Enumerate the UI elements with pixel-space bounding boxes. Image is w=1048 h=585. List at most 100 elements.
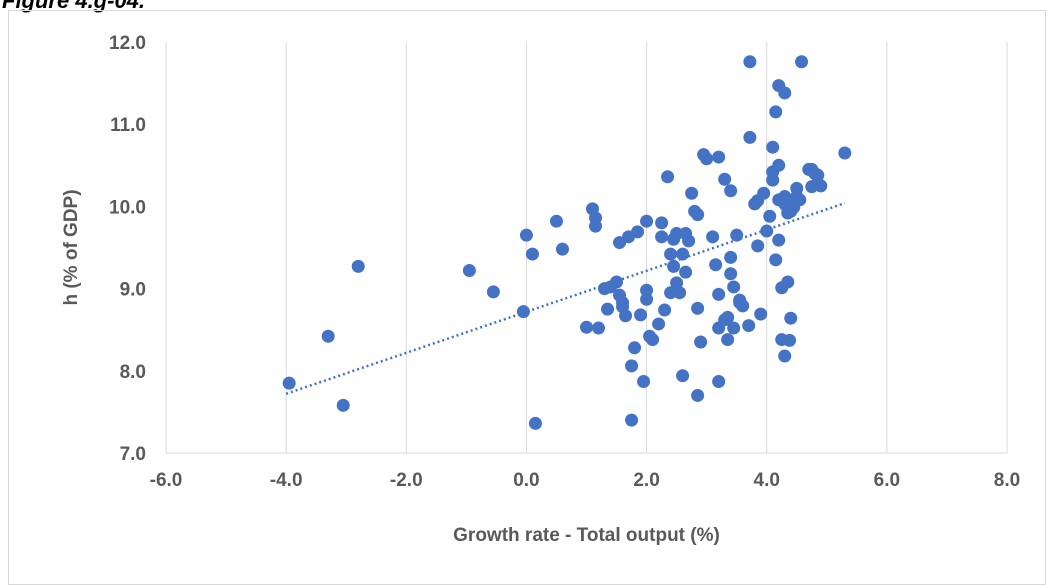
data-point <box>685 186 699 200</box>
data-point <box>664 247 678 261</box>
data-point <box>676 247 690 261</box>
data-point <box>652 317 666 331</box>
x-tick-label: 2.0 <box>633 470 659 491</box>
data-point <box>778 349 792 363</box>
data-point <box>706 230 720 244</box>
data-point <box>601 302 615 316</box>
data-point <box>655 216 669 230</box>
y-tick-label: 7.0 <box>120 444 146 465</box>
y-axis-title: h (% of GDP) <box>61 189 82 305</box>
data-point <box>321 329 335 343</box>
data-point <box>727 321 741 335</box>
data-point <box>640 283 654 297</box>
data-point <box>525 247 539 261</box>
trendline-layer <box>285 201 846 395</box>
data-point <box>724 184 738 198</box>
data-point <box>634 308 648 322</box>
data-point <box>769 105 783 119</box>
data-point <box>743 130 757 144</box>
data-point <box>628 341 642 355</box>
data-point <box>838 146 852 160</box>
data-point <box>655 230 669 244</box>
data-point <box>700 152 714 166</box>
data-point <box>351 259 365 273</box>
y-axis-ticks: 7.0 8.0 9.0 10.0 11.0 12.0 <box>109 33 146 465</box>
x-tick-label: 0.0 <box>513 470 539 491</box>
data-point <box>727 280 741 294</box>
data-point <box>724 250 738 264</box>
x-tick-label: -4.0 <box>270 470 303 491</box>
data-point <box>778 86 792 100</box>
data-point <box>589 211 603 225</box>
data-point <box>783 333 797 347</box>
data-point <box>486 285 500 299</box>
x-axis-title: Growth rate - Total output (%) <box>453 525 720 546</box>
data-point <box>766 140 780 154</box>
data-point <box>673 286 687 300</box>
trendline <box>285 201 846 395</box>
data-point <box>691 208 705 222</box>
data-point <box>580 320 593 334</box>
data-point <box>676 369 690 383</box>
data-point <box>640 214 654 228</box>
y-tick-label: 9.0 <box>120 280 146 301</box>
data-point <box>631 225 645 239</box>
data-point <box>616 296 630 310</box>
x-tick-label: 8.0 <box>994 470 1020 491</box>
data-point <box>661 170 675 184</box>
data-point <box>519 228 533 242</box>
data-point <box>769 253 783 267</box>
data-point <box>670 276 684 290</box>
data-point <box>640 292 654 306</box>
data-point <box>282 376 296 390</box>
data-point <box>625 359 639 373</box>
data-point <box>736 299 750 313</box>
data-point <box>691 301 705 315</box>
data-point <box>694 335 708 349</box>
y-tick-label: 11.0 <box>110 115 146 136</box>
data-point <box>778 190 792 204</box>
data-point <box>670 227 684 241</box>
x-tick-label: 6.0 <box>874 470 900 491</box>
data-point <box>784 311 798 325</box>
y-tick-label: 10.0 <box>109 197 146 218</box>
data-point <box>528 416 542 430</box>
data-point <box>549 214 563 228</box>
data-point <box>336 398 350 412</box>
data-point <box>682 234 696 248</box>
data-point <box>646 333 660 347</box>
data-point <box>712 150 726 164</box>
data-point <box>781 275 795 289</box>
data-point <box>625 413 639 427</box>
data-point <box>814 179 828 193</box>
data-point <box>637 374 651 388</box>
data-point <box>772 233 786 247</box>
data-point <box>664 286 678 300</box>
data-point <box>742 319 756 333</box>
data-point <box>760 224 774 238</box>
data-point <box>724 267 738 281</box>
data-point <box>795 55 809 69</box>
data-point <box>721 310 735 324</box>
data-point <box>763 209 777 223</box>
data-point <box>751 239 765 253</box>
data-point <box>679 265 693 279</box>
x-axis-ticks: -6.0 -4.0 -2.0 0.0 2.0 4.0 6.0 8.0 <box>150 470 1021 491</box>
gridlines <box>165 42 1008 454</box>
data-point <box>712 374 726 388</box>
data-point <box>718 172 732 186</box>
x-tick-label: -2.0 <box>390 470 423 491</box>
data-point <box>462 264 476 278</box>
figure-title: Figure 4.g-04. <box>2 0 146 13</box>
x-tick-label: 4.0 <box>754 470 780 491</box>
data-point <box>619 309 633 323</box>
data-points <box>282 55 852 430</box>
data-point <box>793 193 807 207</box>
data-point <box>516 305 530 319</box>
data-point <box>754 307 768 321</box>
y-tick-label: 12.0 <box>109 33 146 54</box>
data-point <box>592 321 606 335</box>
data-point <box>555 242 569 256</box>
data-point <box>658 303 672 317</box>
